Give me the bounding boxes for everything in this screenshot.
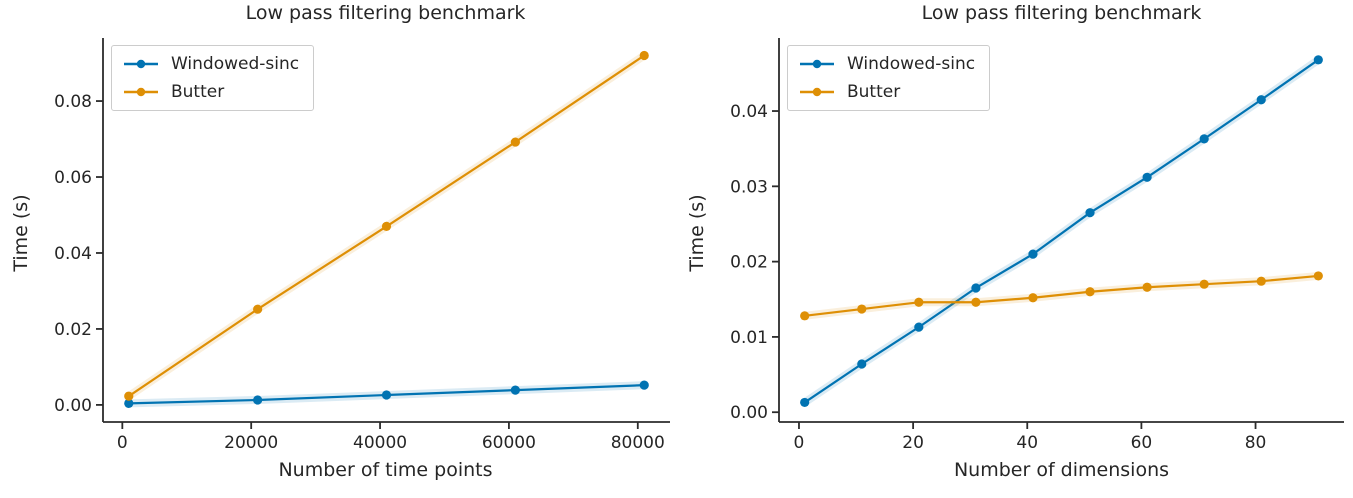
data-point-windowed-sinc — [800, 397, 810, 408]
data-point-butter — [124, 391, 134, 401]
data-point-butter — [1256, 276, 1266, 286]
y-axis-label: Time (s) — [10, 194, 32, 272]
data-point-butter — [1028, 293, 1038, 303]
data-point-windowed-sinc — [914, 322, 924, 332]
y-tick-label: 0.08 — [54, 92, 92, 112]
y-tick-label: 0.03 — [730, 177, 768, 197]
y-tick-label: 0.04 — [730, 102, 768, 122]
y-axis-label: Time (s) — [686, 194, 708, 272]
data-point-windowed-sinc — [971, 283, 981, 293]
y-tick-label: 0.02 — [730, 253, 768, 273]
data-point-butter — [914, 297, 924, 307]
x-tick-label: 40 — [1016, 433, 1038, 453]
chart-dimensions: 0 20 40 60 80 0.00 0.01 0.02 0.03 0.04 Low pass f… — [676, 0, 1353, 498]
line-marker-icon — [800, 87, 834, 97]
legend-label: Butter — [847, 82, 901, 102]
y-tick-label: 0.00 — [54, 396, 92, 416]
plot-area: 0 20 40 60 80 0.00 0.01 0.02 0.03 0.04 — [730, 38, 1344, 453]
series-line-butter — [803, 274, 1320, 317]
data-point-windowed-sinc — [639, 380, 649, 390]
data-point-butter — [639, 50, 649, 61]
data-point-windowed-sinc — [1256, 95, 1266, 105]
y-tick-label: 0.00 — [730, 403, 768, 423]
legend: Windowed-sinc Butter — [111, 45, 315, 111]
data-point-windowed-sinc — [1085, 208, 1095, 218]
data-point-windowed-sinc — [510, 385, 520, 395]
data-point-windowed-sinc — [1313, 55, 1323, 65]
x-tick-label: 40000 — [353, 433, 407, 453]
line-marker-icon — [124, 59, 158, 69]
data-point-butter — [381, 221, 392, 231]
legend-label: Windowed-sinc — [847, 54, 976, 74]
data-point-butter — [800, 311, 810, 321]
x-tick-label: 60000 — [482, 433, 536, 453]
x-tick-label: 80 — [1245, 433, 1267, 453]
legend-label: Butter — [171, 82, 225, 102]
x-tick-label: 20000 — [224, 433, 278, 453]
data-point-butter — [1313, 271, 1323, 281]
data-point-windowed-sinc — [1142, 172, 1152, 182]
x-tick-label: 60 — [1131, 433, 1153, 453]
data-point-windowed-sinc — [857, 359, 867, 369]
data-point-butter — [510, 137, 520, 147]
y-tick-label: 0.01 — [730, 328, 768, 348]
data-point-windowed-sinc — [1028, 249, 1038, 259]
line-marker-icon — [800, 59, 834, 69]
data-point-windowed-sinc — [1199, 134, 1209, 144]
legend: Windowed-sinc Butter — [787, 45, 991, 111]
x-tick-label: 20 — [902, 433, 924, 453]
y-tick-label: 0.06 — [54, 168, 92, 188]
x-axis-label: Number of dimensions — [953, 459, 1170, 481]
legend-item-butter: Butter — [798, 82, 975, 102]
series-line-windowed-sinc — [803, 58, 1320, 404]
legend-item-butter: Butter — [122, 82, 299, 102]
data-point-butter — [857, 304, 867, 314]
x-tick-label: 0 — [794, 433, 805, 453]
y-tick-label: 0.02 — [54, 320, 92, 340]
chart-time-points: 0 20000 40000 60000 80000 0.00 0.02 0.04 0.06 0.0… — [0, 0, 676, 498]
legend-label: Windowed-sinc — [171, 54, 300, 74]
x-tick-label: 0 — [117, 433, 128, 453]
x-tick-label: 80000 — [611, 433, 665, 453]
legend-item-windowed-sinc: Windowed-sinc — [122, 54, 299, 74]
data-point-butter — [253, 304, 263, 314]
legend-item-windowed-sinc: Windowed-sinc — [798, 54, 975, 74]
data-point-windowed-sinc — [381, 390, 392, 400]
chart-title: Low pass filtering benchmark — [245, 2, 526, 24]
data-point-butter — [1142, 282, 1152, 292]
line-marker-icon — [124, 87, 158, 97]
data-point-windowed-sinc — [253, 395, 263, 405]
data-point-butter — [1085, 287, 1095, 297]
x-axis-label: Number of time points — [278, 459, 493, 481]
data-point-butter — [971, 297, 981, 307]
plot-area: 0 20000 40000 60000 80000 0.00 0.02 0.04 0.06 0.0… — [54, 38, 670, 453]
data-point-butter — [1199, 279, 1209, 289]
chart-title: Low pass filtering benchmark — [921, 2, 1202, 24]
data-point-windowed-sinc — [124, 398, 134, 408]
y-tick-label: 0.04 — [54, 244, 92, 264]
